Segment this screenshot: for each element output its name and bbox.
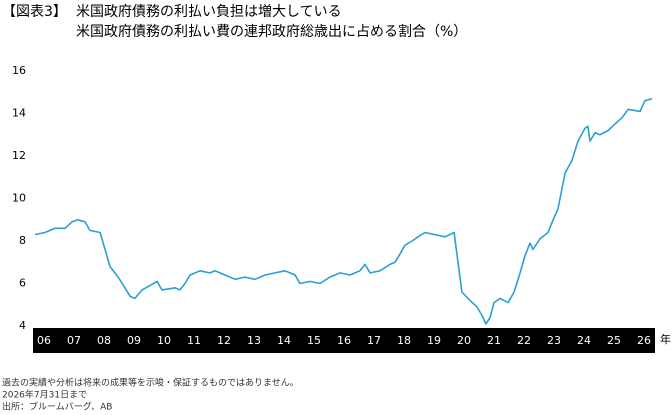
y-tick-label: 4 (19, 319, 26, 332)
y-tick-label: 8 (19, 234, 26, 247)
x-tick-label: 06 (37, 334, 51, 347)
x-tick-label: 15 (307, 334, 321, 347)
y-tick-label: 6 (19, 277, 26, 290)
x-tick-label: 21 (487, 334, 501, 347)
x-tick-label: 11 (187, 334, 201, 347)
chart-label: 【図表3】 (2, 4, 67, 20)
x-tick-label: 20 (457, 334, 471, 347)
x-tick-label: 26 (637, 334, 651, 347)
x-tick-label: 10 (157, 334, 171, 347)
x-tick-label: 07 (67, 334, 81, 347)
x-tick-label: 25 (607, 334, 621, 347)
x-tick-label: 23 (547, 334, 561, 347)
x-tick-label: 08 (97, 334, 111, 347)
footnote: 2026年7月31日まで (2, 389, 87, 401)
x-tick-label: 19 (427, 334, 441, 347)
x-tick-label: 13 (247, 334, 261, 347)
footnote: 過去の実績や分析は将来の成果等を示唆・保証するものではありません。 (2, 377, 299, 389)
y-tick-label: 12 (12, 149, 26, 162)
x-tick-label: 09 (127, 334, 141, 347)
chart-subtitle: 米国政府債務の利払い費の連邦政府総歳出に占める割合（%） (76, 23, 467, 40)
x-tick-label: 18 (397, 334, 411, 347)
x-tick-label: 17 (367, 334, 381, 347)
x-tick-label: 14 (277, 334, 291, 347)
y-tick-label: 10 (12, 192, 26, 205)
x-tick-label: 22 (517, 334, 531, 347)
x-axis-band (33, 328, 655, 353)
y-tick-label: 16 (12, 64, 26, 77)
x-tick-label: 12 (217, 334, 231, 347)
chart-title: 米国政府債務の利払い負担は増大している (76, 4, 342, 20)
x-unit: 年 (660, 332, 671, 346)
footnote: 出所：ブルームバーグ、AB (2, 401, 112, 413)
y-tick-label: 14 (12, 107, 26, 120)
data-line (34, 97, 653, 325)
x-tick-label: 16 (337, 334, 351, 347)
x-tick-label: 24 (577, 334, 591, 347)
